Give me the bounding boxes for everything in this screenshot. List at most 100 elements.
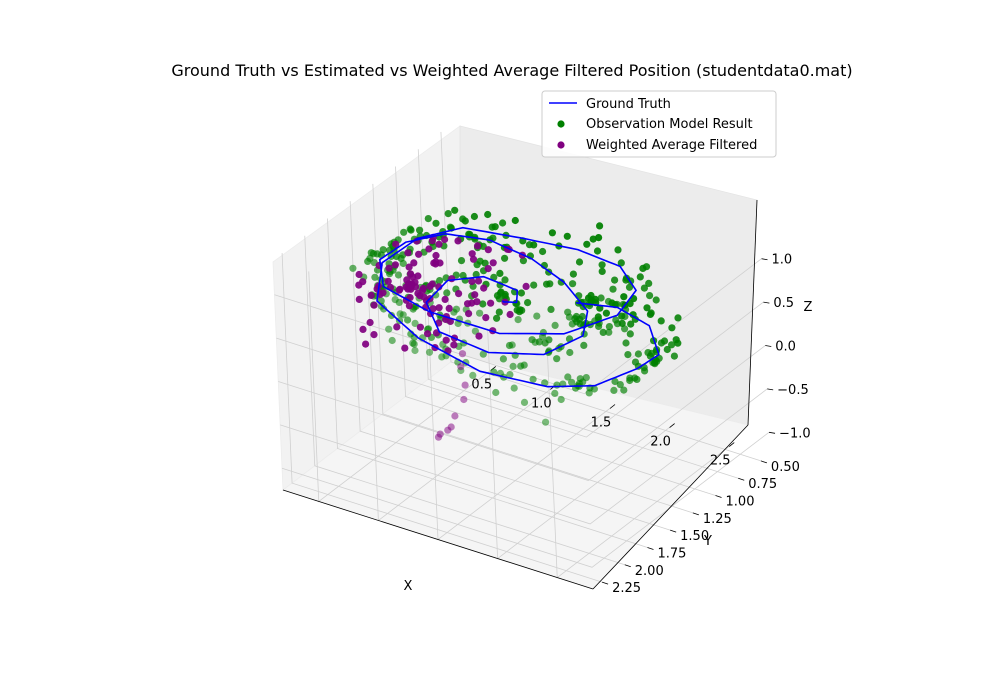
y-tick-mark [760, 460, 768, 464]
z-grid-line [276, 301, 764, 438]
observation-point [385, 325, 393, 333]
observation-point [473, 261, 481, 269]
observation-point [557, 395, 565, 404]
filtered-point [480, 284, 488, 292]
y-grid-line [327, 218, 648, 548]
observation-point [476, 309, 484, 317]
filtered-point [444, 426, 452, 434]
filtered-point [370, 331, 378, 339]
observation-point [425, 348, 434, 356]
observation-point [506, 371, 514, 379]
filtered-point [450, 341, 458, 349]
filtered-point [355, 281, 363, 289]
observation-point [610, 386, 618, 394]
observation-point [597, 294, 605, 302]
observation-point [391, 296, 399, 304]
filtered-point [385, 264, 393, 272]
filtered-point [471, 291, 479, 299]
y-tick-label: 1.50 [680, 529, 709, 544]
filtered-point [457, 363, 465, 371]
filtered-point [487, 299, 495, 307]
filtered-point [435, 240, 443, 248]
y-tick-label: 2.25 [612, 581, 641, 596]
observation-point [640, 284, 649, 292]
observation-point [525, 241, 534, 249]
observation-point [497, 288, 505, 296]
observation-point [580, 341, 588, 349]
observation-point [511, 216, 519, 225]
z-axis-label: Z [804, 300, 813, 315]
filtered-point [415, 250, 423, 258]
observation-point [605, 328, 613, 336]
observation-point [481, 259, 489, 267]
observation-point [602, 309, 611, 317]
observation-point [598, 267, 606, 275]
x-tick-label: 2.5 [710, 454, 731, 469]
filtered-point [379, 289, 387, 297]
observation-point [624, 351, 632, 359]
observation-point [529, 375, 537, 383]
observation-point [621, 325, 629, 333]
observation-point [495, 295, 503, 303]
observation-point [583, 240, 591, 248]
observation-point [657, 317, 665, 325]
observation-point [484, 210, 492, 219]
filtered-point [455, 290, 463, 298]
observation-point [394, 271, 403, 279]
observation-point [531, 338, 539, 346]
z-grid-line [281, 431, 770, 568]
observation-point [620, 293, 628, 301]
observation-point [551, 389, 559, 397]
filtered-point [414, 272, 422, 280]
y-axis-line [592, 424, 749, 590]
observation-point [543, 280, 551, 288]
y-tick-mark [692, 512, 699, 516]
filtered-point [436, 259, 444, 267]
y-tick-mark [715, 495, 722, 498]
z-tick-label: 0.0 [775, 340, 796, 355]
z-grid-line [278, 345, 766, 481]
y-tick-label: 0.50 [771, 460, 800, 475]
filtered-point [391, 261, 399, 269]
filtered-point [454, 237, 462, 245]
observation-point [616, 381, 624, 389]
filtered-point [419, 284, 427, 292]
observation-point [598, 261, 606, 269]
observation-point [517, 362, 525, 370]
observation-point [530, 281, 538, 289]
filtered-point [425, 245, 433, 253]
axis-ticks: 0.5 1.0 1.5 2.0 2.5 0.50 0.75 1.00 1.25 1.50 1.75 2… [471, 253, 810, 596]
observation-point [457, 257, 466, 265]
z-tick-mark [763, 301, 770, 304]
plot-data [349, 206, 682, 441]
observation-point [647, 309, 655, 317]
filtered-point [403, 276, 411, 284]
observation-point [626, 330, 634, 338]
observation-point [499, 219, 507, 227]
observation-point [469, 371, 477, 379]
observation-point [608, 299, 616, 307]
observation-point [492, 388, 500, 397]
z-axis-line [747, 199, 758, 426]
legend: Ground Truth Observation Model Result We… [541, 90, 777, 158]
filtered-point [445, 304, 453, 312]
legend-observation-label: Observation Model Result [586, 117, 753, 132]
legend-ground-truth-label: Ground Truth [586, 97, 671, 112]
y-grid-line [304, 235, 625, 566]
observation-point [432, 219, 440, 227]
chart-title: Ground Truth vs Estimated vs Weighted Av… [171, 61, 852, 80]
filtered-point [489, 259, 497, 267]
observation-point [490, 273, 498, 281]
observation-point [438, 353, 446, 361]
filtered-point [355, 295, 363, 303]
filtered-point [367, 291, 375, 299]
observation-point [479, 350, 487, 358]
observation-point [539, 333, 547, 341]
z-tick-mark [767, 388, 774, 391]
observation-point [593, 247, 602, 255]
filtered-point [435, 304, 443, 312]
observation-point [609, 285, 617, 293]
filtered-point [441, 295, 449, 303]
filtered-point [469, 255, 478, 263]
